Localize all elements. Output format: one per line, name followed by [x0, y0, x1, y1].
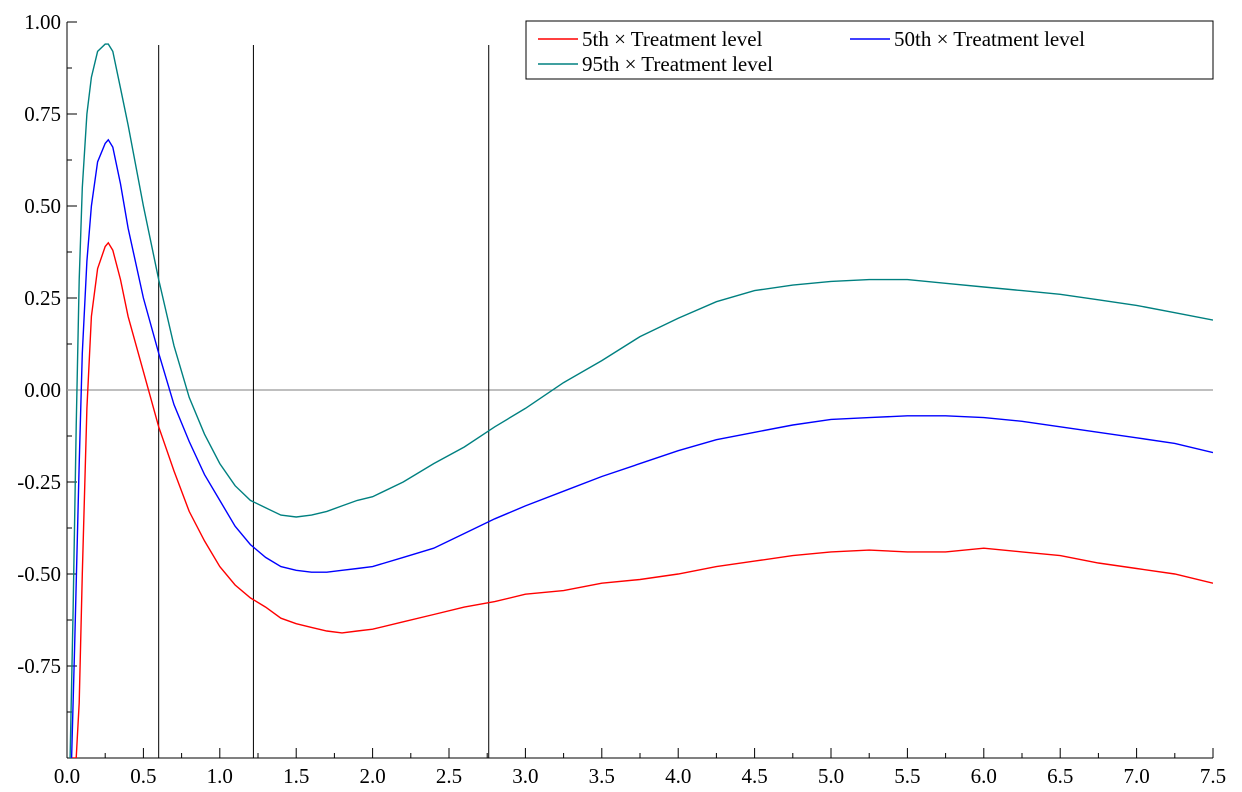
y-tick-label: -0.50	[17, 562, 61, 586]
y-tick-label: 0.50	[24, 194, 61, 218]
y-tick-label: 0.75	[24, 102, 61, 126]
x-tick-label: 6.5	[1047, 764, 1073, 788]
x-tick-label: 0.5	[130, 764, 156, 788]
legend-label-3: 95th × Treatment level	[582, 52, 773, 76]
y-tick-label: 0.25	[24, 286, 61, 310]
series-line-2	[70, 138, 1213, 758]
y-tick-label: 0.00	[24, 378, 61, 402]
x-tick-label: 3.0	[512, 764, 538, 788]
x-tick-label: 5.5	[894, 764, 920, 788]
x-tick-label: 3.5	[589, 764, 615, 788]
y-tick-label: 1.00	[24, 10, 61, 34]
y-tick-label: -0.25	[17, 470, 61, 494]
series-line-1	[70, 241, 1213, 758]
x-tick-label: 5.0	[818, 764, 844, 788]
series-line-3	[69, 43, 1213, 758]
vertical-reference-lines	[158, 45, 490, 758]
x-tick-label: 0.0	[54, 764, 80, 788]
legend: 5th × Treatment level 50th × Treatment le…	[525, 20, 1214, 80]
x-tick-label: 1.0	[207, 764, 233, 788]
legend-label-1: 5th × Treatment level	[582, 27, 763, 51]
legend-box	[525, 20, 1214, 80]
x-tick-label: 7.0	[1123, 764, 1149, 788]
x-tick-label: 4.5	[741, 764, 767, 788]
x-tick-label: 2.0	[359, 764, 385, 788]
x-tick-label: 7.5	[1200, 764, 1226, 788]
series-lines	[69, 43, 1213, 758]
x-tick-label: 6.0	[971, 764, 997, 788]
x-tick-label: 1.5	[283, 764, 309, 788]
legend-label-2: 50th × Treatment level	[894, 27, 1085, 51]
axes: 0.0 0.5 1.0 1.5 2.0 2.5 3.0 3.5 4.0 4.5 5.0 5.5 6.0 6…	[17, 10, 1226, 788]
x-tick-label: 2.5	[436, 764, 462, 788]
x-tick-label: 4.0	[665, 764, 691, 788]
y-tick-label: -0.75	[17, 654, 61, 678]
